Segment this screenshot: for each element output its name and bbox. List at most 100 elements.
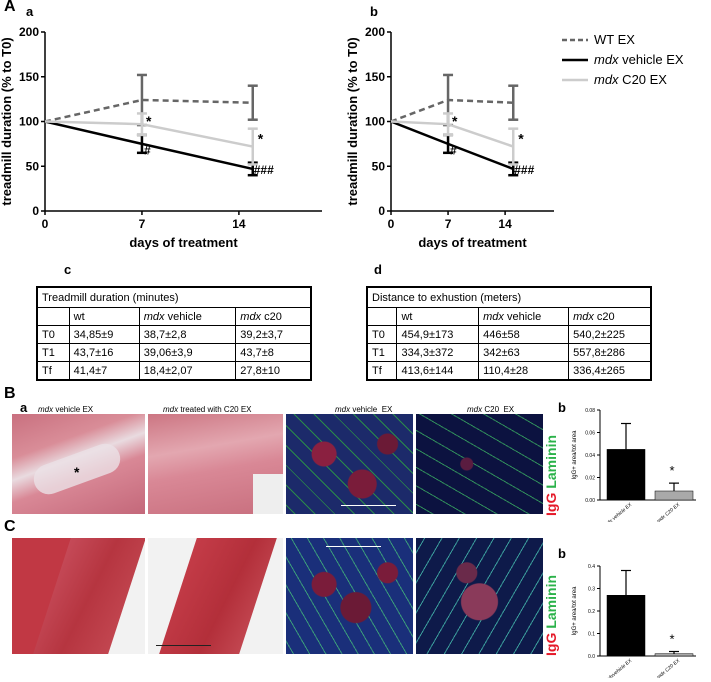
image-caption-b4: mdx C20 EX (467, 405, 515, 414)
y-tick-label: 0.00 (585, 498, 595, 504)
table-cell: 38,7±2,8 (138, 325, 237, 344)
y-tick-label: 50 (372, 159, 386, 173)
table-header: mdx c20 (568, 307, 652, 326)
table-c-caption: Treadmill duration (minutes) (36, 286, 312, 308)
y-tick-label: 200 (365, 25, 385, 39)
y-tick-label: 50 (26, 159, 40, 173)
y-tick-label: 0.4 (588, 564, 595, 570)
table-cell (366, 307, 398, 326)
histology-image-vehicle: * (12, 414, 145, 514)
y-tick-label: 0.08 (585, 408, 595, 414)
panel-letter-C: C (4, 518, 16, 535)
table-cell: T1 (366, 343, 398, 362)
table-row: wt mdx vehicle mdx c20 (36, 307, 312, 326)
panel-letter-Ac: c (64, 262, 72, 277)
panel-letter-Bb: b (558, 400, 566, 415)
y-axis-label: IgG+ area/tot area (572, 586, 578, 636)
x-axis-label: days of treatment (129, 235, 238, 250)
significance-marker: * (669, 632, 674, 647)
table-cell: 342±63 (478, 343, 570, 362)
table-d-caption: Distance to exhustion (meters) (366, 286, 652, 308)
table-cell: Tf (36, 361, 70, 381)
y-tick-label: 0.2 (588, 609, 595, 615)
fluorescence-image-c20 (416, 414, 543, 514)
svg-text:IgGLaminin: IgGLaminin (543, 575, 559, 656)
y-tick-label: 0.02 (585, 476, 595, 482)
table-cell: Tf (366, 361, 398, 381)
table-cell: T0 (366, 325, 398, 344)
significance-marker: * (258, 130, 264, 146)
significance-marker: * (669, 463, 674, 478)
table-cell: 43,7±8 (235, 343, 312, 362)
table-header: wt (68, 307, 140, 326)
bar (606, 595, 646, 657)
y-tick-label: 0.3 (588, 587, 595, 593)
asterisk-marker: * (74, 464, 80, 480)
panel-letter-Ab: b (370, 4, 378, 19)
table-cell: 334,3±372 (396, 343, 480, 362)
image-caption-b2: mdx treated with C20 EX (163, 405, 252, 414)
fluorescence-image-vehicle-c (286, 538, 413, 654)
scale-bar (156, 645, 211, 646)
y-tick-label: 150 (19, 70, 39, 84)
table-cell: 18,4±2,07 (138, 361, 237, 381)
legend-wt-label: WT EX (594, 32, 635, 47)
significance-marker: ### (514, 163, 534, 177)
x-tick-label: 7 (445, 217, 452, 231)
histology-image-c20 (148, 414, 283, 514)
table-header: wt (396, 307, 480, 326)
x-tick-label: mdx C20 EX (656, 502, 682, 522)
table-cell: 39,06±3,9 (138, 343, 237, 362)
scale-bar (326, 546, 381, 547)
table-header: mdx vehicle (478, 307, 570, 326)
y-tick-label: 150 (365, 70, 385, 84)
table-row: T0 34,85±9 38,7±2,8 39,2±3,7 (36, 325, 312, 344)
table-cell: 43,7±16 (68, 343, 140, 362)
svg-text:IgGLaminin: IgGLaminin (543, 435, 559, 516)
image-caption-b3: mdx vehicle EX (335, 405, 393, 414)
bar (606, 449, 646, 501)
bar-chart-Bb: 0.00 0.02 0.04 0.06 0.08 IgG+ area/tot area md… (572, 408, 696, 522)
significance-marker: # (450, 144, 457, 158)
significance-marker: * (146, 113, 152, 129)
stain-label-c: IgGLaminin (543, 575, 559, 656)
legend-c20-label: mdx C20 EX (594, 72, 667, 87)
stain-label-b: IgGLaminin (543, 435, 559, 516)
significance-marker: * (518, 130, 524, 146)
x-tick-label: mdx C20 EX (656, 658, 682, 678)
table-row: Tf 413,6±144 110,4±28 336,4±265 (366, 361, 652, 381)
line-chart-Aa: 0 50 100 150 200 0 7 14 days of treatment treadmi… (0, 25, 322, 250)
x-tick-label: mdxvehicle EX (604, 658, 634, 678)
y-tick-label: 0.1 (588, 632, 595, 638)
bar-chart-Cb: 0.0 0.1 0.2 0.3 0.4 IgG+ area/tot area mdxvehi… (572, 564, 696, 678)
panel-letter-Cb: b (558, 546, 566, 561)
x-tick-label: 14 (498, 217, 512, 231)
scale-bar (341, 505, 396, 506)
panel-letter-Ba: a (20, 400, 28, 415)
table-cell: 110,4±28 (478, 361, 570, 381)
table-cell: 336,4±265 (568, 361, 652, 381)
histology-image-c20-c (148, 538, 283, 654)
x-tick-label: mdx vehicle EX (603, 502, 634, 522)
significance-marker: ### (254, 163, 274, 177)
y-tick-label: 0.0 (588, 654, 595, 660)
x-tick-label: 0 (42, 217, 49, 231)
y-axis-label: IgG+ area/tot area (572, 430, 578, 480)
bar (654, 490, 694, 501)
x-tick-label: 14 (232, 217, 246, 231)
table-row: Tf 41,4±7 18,4±2,07 27,8±10 (36, 361, 312, 381)
table-row: wt mdx vehicle mdx c20 (366, 307, 652, 326)
y-axis-label: treadmill duration (% to T0) (345, 37, 360, 205)
legend-vehicle-label: mdx vehicle EX (594, 52, 684, 67)
panel-letter-A: A (4, 0, 16, 15)
bar (654, 653, 694, 657)
table-cell: 413,6±144 (396, 361, 480, 381)
y-tick-label: 0.04 (585, 453, 595, 459)
x-tick-label: 7 (139, 217, 146, 231)
table-cell: 34,85±9 (68, 325, 140, 344)
table-cell: 27,8±10 (235, 361, 312, 381)
table-cell: 454,9±173 (396, 325, 480, 344)
y-tick-label: 0 (32, 204, 39, 218)
fluorescence-image-vehicle (286, 414, 413, 514)
table-cell: T0 (36, 325, 70, 344)
